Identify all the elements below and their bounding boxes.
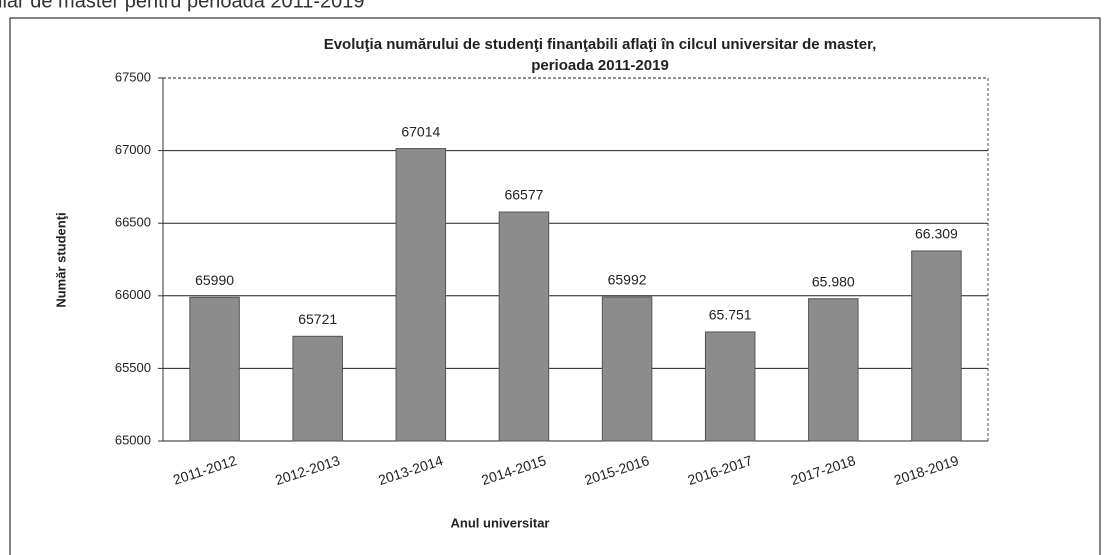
bar — [808, 298, 859, 442]
data-label: 65.980 — [812, 273, 855, 289]
x-axis-label: Anul universitar — [451, 515, 550, 530]
x-tick-label: 2011-2012 — [171, 452, 239, 488]
y-axis-label: Număr studenţi — [53, 212, 68, 307]
y-tick-label: 65000 — [115, 432, 151, 447]
data-label: 65992 — [608, 272, 647, 288]
y-tick-label: 67000 — [115, 142, 151, 157]
bar — [189, 296, 240, 442]
x-tick-label: 2014-2015 — [479, 452, 548, 488]
chart-title: Evoluţia numărului de studenţi finanţabi… — [324, 36, 877, 53]
data-label: 65721 — [298, 311, 337, 327]
data-label: 65990 — [195, 272, 234, 288]
x-tick-label: 2013-2014 — [376, 452, 445, 488]
data-label: 66.309 — [915, 226, 958, 242]
bar — [704, 331, 756, 442]
bar — [498, 211, 550, 442]
data-label: 66577 — [504, 187, 543, 203]
x-tick-label: 2012-2013 — [273, 452, 342, 488]
x-tick-label: 2015-2016 — [583, 452, 652, 488]
x-tick-label: 2016-2017 — [686, 452, 755, 488]
y-tick-label: 66500 — [115, 215, 151, 230]
bar — [292, 335, 343, 442]
y-tick-label: 67500 — [115, 69, 151, 84]
data-label: 67014 — [401, 123, 440, 139]
data-label: 65.751 — [709, 307, 752, 323]
x-tick-label: 2017-2018 — [789, 452, 858, 488]
page-caption: ilar de master pentru perioada 2011-2019 — [0, 0, 365, 12]
bar — [911, 250, 962, 442]
x-tick-label: 2018-2019 — [892, 452, 961, 488]
bar — [395, 148, 447, 442]
y-tick-label: 65500 — [115, 360, 151, 375]
chart-frame — [9, 17, 1101, 555]
chart-title: perioada 2011-2019 — [531, 57, 669, 74]
bar — [601, 296, 653, 442]
y-tick-label: 66000 — [115, 287, 151, 302]
